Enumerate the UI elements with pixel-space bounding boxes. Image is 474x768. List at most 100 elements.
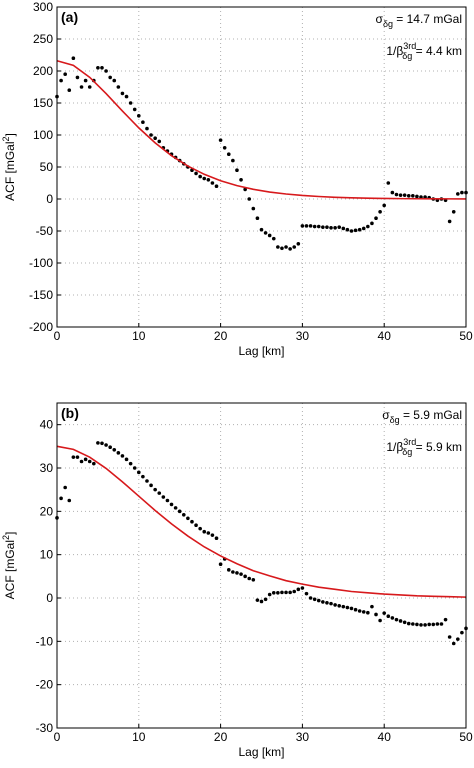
data-point — [382, 611, 387, 615]
data-point — [447, 219, 452, 224]
data-point — [267, 592, 272, 597]
data-point — [79, 85, 84, 89]
data-point — [366, 610, 370, 615]
data-point — [255, 216, 260, 220]
data-point — [259, 599, 264, 604]
data-point — [63, 72, 67, 76]
data-point — [96, 66, 100, 70]
data-point — [439, 622, 444, 626]
data-point — [218, 562, 223, 566]
data-point — [296, 587, 301, 592]
y-tick-label: 0 — [46, 591, 53, 605]
data-point — [226, 152, 231, 156]
data-point — [288, 590, 292, 595]
data-point — [329, 226, 333, 230]
data-point — [374, 612, 378, 617]
data-point — [406, 194, 411, 198]
data-point — [427, 622, 431, 627]
data-point — [321, 225, 325, 229]
data-point — [112, 448, 117, 452]
data-point — [411, 194, 415, 198]
data-point — [128, 101, 133, 105]
data-point — [271, 591, 276, 595]
data-point — [177, 509, 182, 514]
data-point — [239, 572, 243, 576]
data-point — [92, 461, 96, 466]
data-point — [231, 570, 235, 574]
x-tick-label: 30 — [296, 329, 310, 343]
y-tick-label: 100 — [33, 128, 53, 142]
data-point — [100, 66, 104, 70]
x-tick-label: 30 — [296, 730, 310, 744]
data-point — [300, 586, 305, 590]
data-point — [247, 576, 252, 581]
annotation-subscript: δg — [402, 51, 412, 61]
x-tick-label: 50 — [459, 730, 473, 744]
data-point — [304, 591, 309, 596]
y-tick-label: 200 — [33, 64, 53, 78]
data-point — [79, 459, 84, 464]
data-point — [157, 139, 162, 144]
data-point — [370, 604, 374, 609]
data-point — [157, 491, 162, 495]
data-point — [153, 136, 157, 140]
annotation-symbol: 1/β — [386, 44, 403, 58]
data-point — [325, 225, 329, 229]
data-point — [329, 601, 333, 606]
y-tick-label: -50 — [36, 224, 54, 238]
data-point — [251, 578, 256, 582]
data-point — [141, 120, 145, 124]
data-point — [190, 519, 194, 524]
data-point — [128, 461, 133, 466]
data-point — [263, 597, 268, 602]
data-point — [194, 171, 198, 176]
data-point — [390, 190, 395, 195]
x-tick-label: 40 — [378, 329, 392, 343]
data-point — [288, 247, 292, 251]
data-point — [357, 227, 362, 232]
data-point — [235, 168, 239, 172]
y-tick-label: -200 — [29, 320, 53, 334]
plot-frame — [56, 402, 467, 729]
data-point — [137, 470, 141, 475]
data-point — [108, 75, 112, 80]
y-tick-label: 50 — [40, 160, 54, 174]
data-point — [120, 454, 125, 458]
data-point — [316, 598, 321, 603]
y-axis-label-text: ACF [mGal — [3, 142, 17, 201]
data-point — [308, 224, 313, 228]
x-tick-label: 10 — [132, 329, 146, 343]
data-point — [75, 455, 80, 459]
data-point — [165, 498, 170, 503]
x-tick-label: 10 — [132, 730, 146, 744]
data-point — [104, 443, 108, 447]
data-point — [398, 193, 403, 197]
data-point — [186, 516, 190, 521]
data-point — [374, 216, 378, 220]
data-point — [198, 174, 202, 179]
data-point — [300, 224, 305, 228]
data-point — [169, 502, 174, 507]
data-point — [447, 635, 452, 639]
data-point — [218, 138, 223, 142]
data-point — [284, 590, 288, 595]
data-point — [181, 513, 186, 517]
data-point — [296, 242, 301, 246]
y-tick-label: 10 — [40, 548, 54, 562]
data-point — [370, 221, 374, 226]
data-point — [386, 614, 391, 618]
data-point — [345, 605, 350, 610]
data-point — [353, 607, 358, 612]
data-point — [104, 69, 108, 73]
data-point — [357, 609, 362, 613]
data-point — [206, 178, 211, 182]
data-point — [108, 445, 112, 450]
annotation-subscript: δg — [390, 415, 400, 425]
data-point — [67, 88, 72, 92]
annotation-text: = 4.4 km — [412, 44, 462, 58]
data-point — [59, 78, 63, 83]
data-point — [443, 617, 448, 622]
